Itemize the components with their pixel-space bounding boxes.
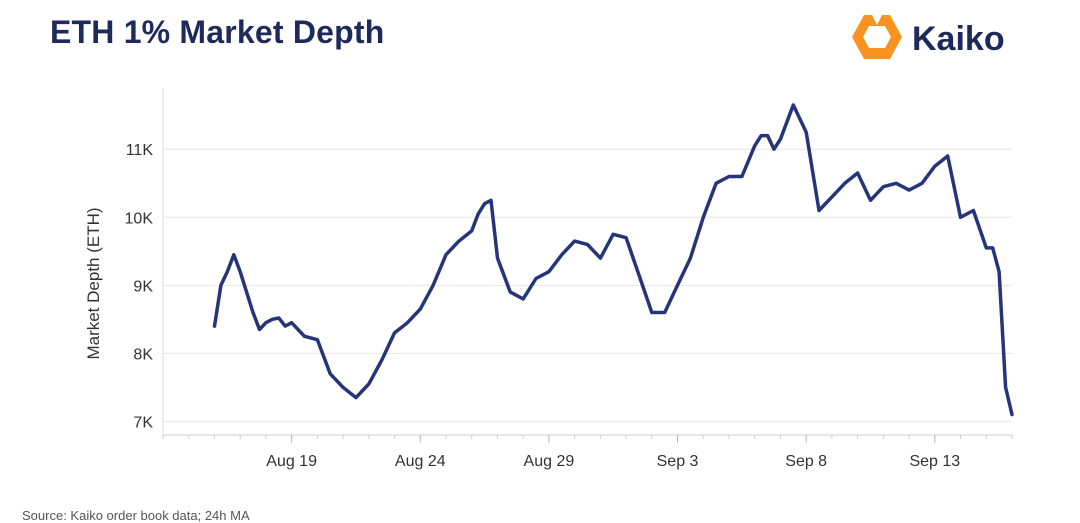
source-note: Source: Kaiko order book data; 24h MA bbox=[22, 508, 250, 523]
y-tick-label: 9K bbox=[133, 278, 153, 295]
x-tick-label: Sep 3 bbox=[657, 453, 699, 470]
x-tick-label: Aug 19 bbox=[266, 453, 317, 470]
grid-lines bbox=[163, 149, 1012, 421]
chart-area: 7K 8K 9K 10K 11K Aug 19 Aug 24 Aug 29 Sep 3 Sep 8… bbox=[0, 0, 1080, 505]
y-tick-label: 7K bbox=[133, 414, 153, 431]
x-tick-label: Aug 29 bbox=[524, 453, 575, 470]
x-tick-label: Aug 24 bbox=[395, 453, 446, 470]
axes bbox=[163, 88, 1012, 443]
x-tick-label: Sep 13 bbox=[909, 453, 960, 470]
y-tick-label: 10K bbox=[125, 210, 154, 227]
y-axis-title: Market Depth (ETH) bbox=[84, 207, 103, 359]
series bbox=[214, 105, 1012, 415]
axis-labels: 7K 8K 9K 10K 11K Aug 19 Aug 24 Aug 29 Sep 3 Sep 8… bbox=[84, 142, 960, 470]
y-tick-label: 8K bbox=[133, 346, 153, 363]
y-tick-label: 11K bbox=[126, 142, 154, 159]
x-tick-label: Sep 8 bbox=[785, 453, 827, 470]
line-chart: 7K 8K 9K 10K 11K Aug 19 Aug 24 Aug 29 Sep 3 Sep 8… bbox=[0, 0, 1080, 500]
series-line bbox=[215, 105, 1013, 415]
